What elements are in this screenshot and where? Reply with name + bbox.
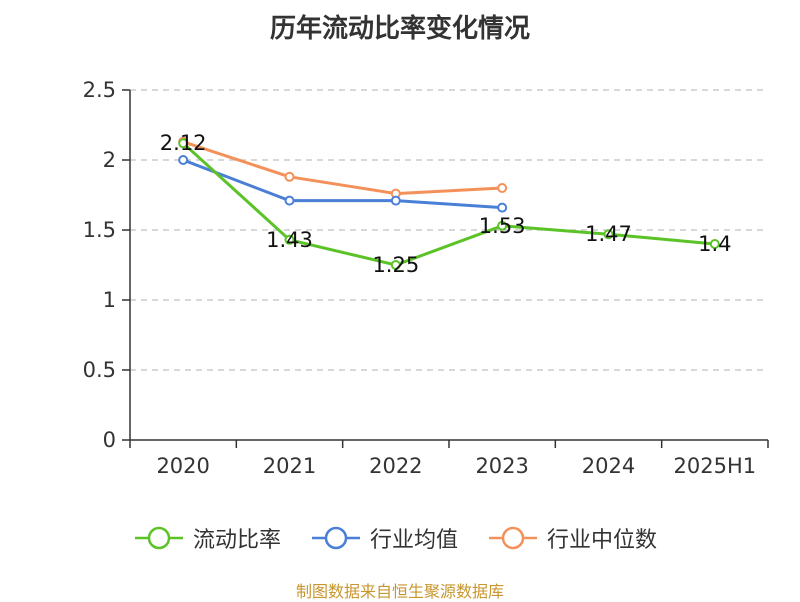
series-point-1 bbox=[709, 239, 720, 249]
x-tick-label: 2021 bbox=[263, 454, 316, 478]
series-line-1 bbox=[182, 142, 715, 267]
y-tick-label: 1 bbox=[103, 288, 116, 312]
y-tick-label: 2.5 bbox=[83, 78, 116, 102]
series-line-3 bbox=[182, 140, 503, 196]
x-tick-label: 2022 bbox=[369, 454, 422, 478]
y-tick-label: 2 bbox=[103, 148, 116, 172]
series-point-1 bbox=[390, 260, 401, 270]
legend-marker-series-3 bbox=[489, 526, 537, 550]
y-tick-label: 0.5 bbox=[83, 358, 116, 382]
x-tick-label: 2024 bbox=[582, 454, 635, 478]
series-point-1 bbox=[603, 229, 614, 240]
data-label: 1.43 bbox=[266, 228, 313, 252]
series-point-1 bbox=[284, 234, 295, 245]
series-line-2 bbox=[182, 158, 503, 210]
chart-title: 历年流动比率变化情况 bbox=[269, 14, 530, 44]
gridlines bbox=[130, 89, 768, 371]
data-source-note: 制图数据来自恒生聚源数据库 bbox=[295, 582, 504, 601]
y-tick-label: 1.5 bbox=[83, 218, 116, 242]
data-label: 2.12 bbox=[160, 131, 207, 155]
axes: 0 0.5 1 1.5 2 2.5 2020 2021 2022 2023 2024 2025H1 bbox=[83, 78, 769, 478]
legend-item-series-2[interactable]: 行业均值 bbox=[310, 520, 458, 556]
legend: 流动比率 行业均值 行业中位数 bbox=[0, 520, 800, 556]
data-labels: 2.12 1.43 1.25 1.53 1.47 1.4 bbox=[160, 131, 732, 277]
x-tick-label: 2023 bbox=[475, 454, 528, 478]
series-point-3 bbox=[284, 171, 295, 182]
legend-item-series-3[interactable]: 行业中位数 bbox=[487, 520, 657, 556]
data-label: 1.4 bbox=[698, 232, 731, 256]
data-label: 1.53 bbox=[479, 214, 526, 238]
legend-marker-series-1 bbox=[135, 526, 183, 550]
x-tick-label: 2025H1 bbox=[674, 454, 757, 478]
series-point-1 bbox=[497, 220, 508, 231]
data-label: 1.25 bbox=[372, 253, 419, 277]
series-lines bbox=[178, 136, 720, 270]
legend-label-series-1: 流动比率 bbox=[193, 528, 282, 553]
series-point-2 bbox=[497, 202, 508, 213]
series-point-2 bbox=[178, 155, 189, 165]
legend-marker-series-2 bbox=[312, 526, 360, 550]
series-point-2 bbox=[390, 195, 401, 206]
legend-label-series-3: 行业中位数 bbox=[547, 528, 658, 553]
series-point-2 bbox=[284, 195, 295, 206]
data-label: 1.47 bbox=[585, 222, 632, 246]
legend-item-series-1[interactable]: 流动比率 bbox=[133, 520, 281, 556]
y-tick-label: 0 bbox=[103, 428, 116, 452]
x-tick-label: 2020 bbox=[156, 454, 209, 478]
series-point-3 bbox=[497, 183, 508, 193]
series-point-1 bbox=[178, 138, 189, 149]
legend-label-series-2: 行业均值 bbox=[370, 528, 459, 553]
